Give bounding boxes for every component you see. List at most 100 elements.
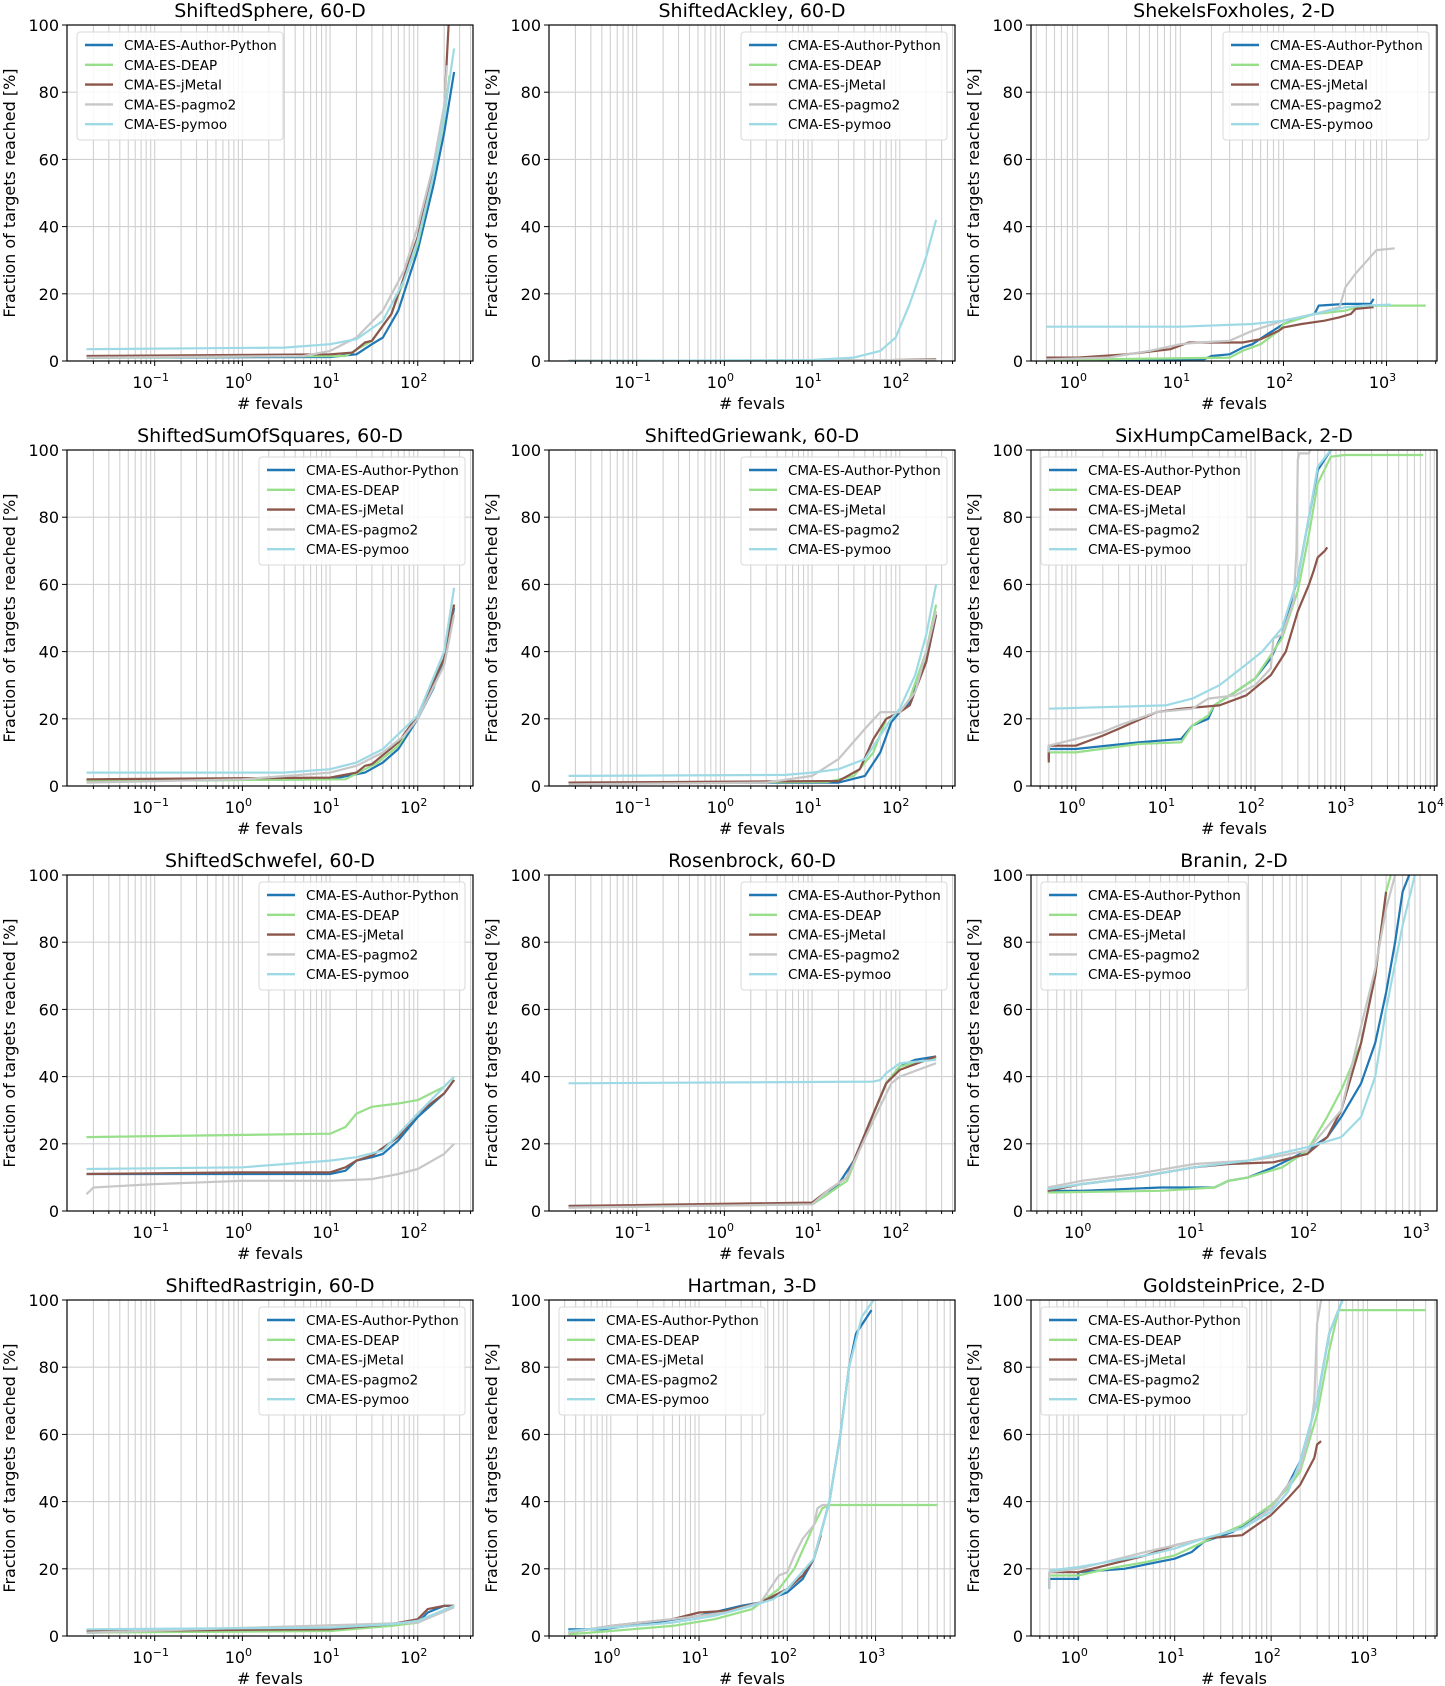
series-group: [1047, 450, 1424, 763]
legend-label: CMA-ES-Author-Python: [1088, 888, 1241, 904]
legend-label: CMA-ES-pagmo2: [1088, 522, 1200, 538]
y-axis-label: Fraction of targets reached [%]: [482, 493, 501, 742]
x-tick-exponent: 1: [333, 1221, 340, 1234]
x-tick-label: 101: [794, 371, 821, 392]
subplot-title: ShiftedSchwefel, 60-D: [165, 850, 375, 872]
axes-frame: [1030, 874, 1438, 1212]
axes-frame: [66, 24, 474, 362]
y-tick-label: 0: [1013, 777, 1023, 796]
series-line-cma-es-pagmo2: [86, 65, 448, 359]
legend-label: CMA-ES-DEAP: [788, 483, 881, 499]
y-axis-label: Fraction of targets reached [%]: [0, 493, 19, 742]
series-line-cma-es-pymoo: [568, 1300, 875, 1633]
subplot-title: ShiftedSphere, 60-D: [174, 0, 366, 22]
legend-box: [258, 456, 466, 566]
y-tick-label: 100: [992, 1291, 1023, 1310]
x-tick-label: 101: [312, 796, 339, 817]
x-tick-label: 10−1: [132, 796, 169, 817]
legend-label: CMA-ES-pagmo2: [606, 1372, 718, 1388]
x-tick-label: 102: [400, 796, 427, 817]
legend-label: CMA-ES-pymoo: [788, 967, 891, 983]
legend-box: [1040, 456, 1248, 566]
series-group: [568, 1300, 938, 1636]
y-tick-label: 100: [992, 16, 1023, 35]
series-line-cma-es-pymoo: [86, 48, 456, 351]
series-line-cma-es-pymoo: [1046, 303, 1391, 328]
subplot-title: ShekelsFoxholes, 2-D: [1133, 0, 1335, 22]
y-tick-label: 20: [1003, 1135, 1023, 1154]
x-tick-exponent: 2: [902, 371, 909, 384]
series-line-cma-es-deap: [1049, 1308, 1426, 1577]
x-tick-exponent: −1: [153, 371, 169, 384]
legend-label: CMA-ES-Author-Python: [306, 888, 459, 904]
x-tick-label: 100: [225, 796, 252, 817]
legend-label: CMA-ES-DEAP: [606, 1333, 699, 1349]
x-tick-label: 103: [1350, 1646, 1377, 1667]
legend-label: CMA-ES-DEAP: [306, 1333, 399, 1349]
x-tick-exponent: 2: [420, 1646, 427, 1659]
y-tick-label: 60: [1003, 1425, 1023, 1444]
series-line-cma-es-pymoo: [1049, 1300, 1344, 1572]
x-tick-label: 102: [1290, 1221, 1317, 1242]
x-tick-exponent: 1: [333, 796, 340, 809]
x-axis-label: # fevals: [237, 394, 303, 413]
x-tick-label: 101: [794, 1221, 821, 1242]
x-tick-exponent: 2: [1310, 1221, 1317, 1234]
legend: CMA-ES-Author-Python CMA-ES-DEAP CMA-ES-jM…: [740, 881, 948, 991]
series-line-cma-es-pymoo: [568, 584, 938, 778]
subplot-title: ShiftedGriewank, 60-D: [645, 425, 859, 447]
x-tick-label: 101: [681, 1646, 708, 1667]
legend-label: CMA-ES-jMetal: [306, 503, 404, 519]
y-tick-label: 20: [39, 710, 59, 729]
x-axis-label: # fevals: [1201, 1669, 1267, 1686]
y-tick-label: 60: [39, 575, 59, 594]
legend-label: CMA-ES-pagmo2: [788, 97, 900, 113]
series-group: [1048, 1300, 1426, 1589]
series-line-cma-es-deap: [1048, 453, 1424, 754]
x-tick-label: 103: [1327, 796, 1354, 817]
axes-frame: [1030, 1299, 1438, 1637]
axes-frame: [66, 1299, 474, 1637]
series-line-cma-es-pagmo2: [568, 1503, 830, 1634]
legend-label: CMA-ES-pagmo2: [1088, 1372, 1200, 1388]
legend-label: CMA-ES-jMetal: [788, 503, 886, 519]
y-tick-label: 80: [1003, 1358, 1023, 1377]
y-tick-label: 80: [1003, 933, 1023, 952]
legend-label: CMA-ES-DEAP: [306, 908, 399, 924]
x-tick-exponent: 2: [790, 1646, 797, 1659]
legend-label: CMA-ES-pymoo: [1088, 542, 1191, 558]
y-tick-label: 60: [1003, 1000, 1023, 1019]
x-tick-exponent: 0: [1081, 1646, 1088, 1659]
subplot-title: Rosenbrock, 60-D: [668, 850, 836, 872]
y-tick-label: 60: [521, 575, 541, 594]
legend-label: CMA-ES-Author-Python: [124, 38, 277, 54]
x-tick-exponent: 0: [1080, 371, 1087, 384]
legend-box: [76, 31, 284, 141]
y-tick-label: 60: [39, 1000, 59, 1019]
x-tick-label: 100: [1060, 371, 1087, 392]
legend-label: CMA-ES-jMetal: [788, 78, 886, 94]
y-tick-label: 80: [1003, 508, 1023, 527]
legend-label: CMA-ES-Author-Python: [788, 888, 941, 904]
x-tick-exponent: 3: [1423, 1221, 1430, 1234]
axes-frame: [1030, 449, 1438, 787]
legend: CMA-ES-Author-Python CMA-ES-DEAP CMA-ES-jM…: [1040, 881, 1248, 991]
x-tick-exponent: 2: [420, 1221, 427, 1234]
y-tick-label: 100: [28, 866, 59, 885]
x-tick-label: 101: [794, 796, 821, 817]
grid: [1031, 24, 1437, 362]
x-tick-exponent: 2: [420, 796, 427, 809]
x-tick-exponent: 2: [1286, 371, 1293, 384]
x-tick-exponent: 3: [1370, 1646, 1377, 1659]
legend-label: CMA-ES-pymoo: [1088, 1392, 1191, 1408]
y-tick-label: 80: [39, 83, 59, 102]
legend-label: CMA-ES-Author-Python: [306, 1313, 459, 1329]
x-tick-label: 103: [1369, 371, 1396, 392]
legend-label: CMA-ES-Author-Python: [788, 38, 941, 54]
y-tick-label: 20: [39, 1135, 59, 1154]
x-tick-label: 100: [593, 1646, 620, 1667]
y-tick-label: 20: [1003, 710, 1023, 729]
